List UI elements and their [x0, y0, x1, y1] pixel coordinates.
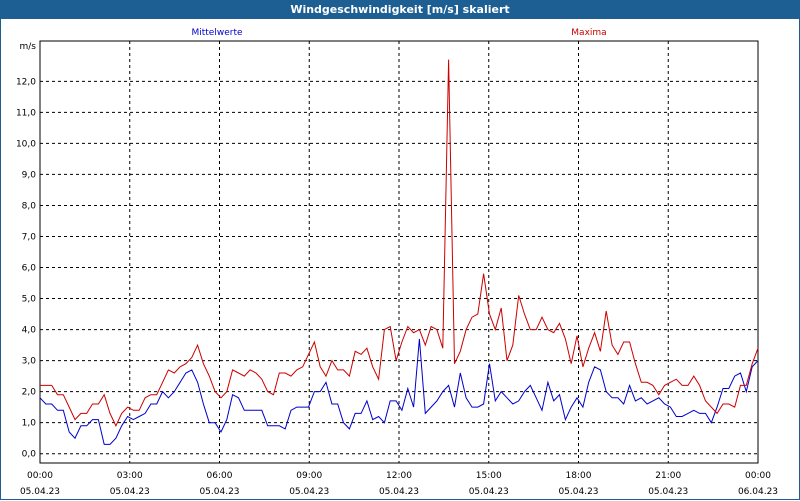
x-tick-date: 05.04.23 — [469, 487, 509, 497]
x-tick-time: 15:00 — [476, 471, 502, 481]
x-tick-time: 06:00 — [207, 471, 233, 481]
y-tick-label: 12,0 — [16, 77, 36, 87]
x-tick-time: 21:00 — [655, 471, 681, 481]
mittelwerte-line — [39, 338, 759, 445]
y-tick-label: 7,0 — [22, 232, 37, 242]
x-tick-date: 05.04.23 — [648, 487, 688, 497]
x-tick-date: 05.04.23 — [20, 487, 60, 497]
y-tick-label: 8,0 — [22, 201, 37, 211]
y-tick-label: 2,0 — [22, 388, 37, 398]
y-tick-label: 9,0 — [22, 170, 37, 180]
x-tick-date: 05.04.23 — [289, 487, 329, 497]
x-tick-date: 06.04.23 — [738, 487, 778, 497]
y-tick-label: 3,0 — [22, 357, 37, 367]
x-tick-date: 05.04.23 — [558, 487, 598, 497]
y-tick-label: 0,0 — [22, 450, 37, 460]
x-tick-date: 05.04.23 — [199, 487, 239, 497]
maxima-line — [40, 59, 759, 427]
x-tick-time: 00:00 — [745, 471, 771, 481]
y-tick-label: 5,0 — [22, 295, 37, 305]
y-tick-label: 1,0 — [22, 419, 37, 429]
x-tick-date: 05.04.23 — [110, 487, 150, 497]
y-tick-label: 10,0 — [16, 139, 36, 149]
x-tick-time: 03:00 — [117, 471, 143, 481]
y-tick-label: 11,0 — [16, 108, 36, 118]
window-title: Windgeschwindigkeit [m/s] skaliert — [1, 1, 799, 19]
x-tick-date: 05.04.23 — [379, 487, 419, 497]
legend-maxima: Maxima — [571, 28, 606, 38]
legend-mittelwerte: Mittelwerte — [191, 28, 242, 38]
y-tick-label: 4,0 — [22, 326, 37, 336]
y-axis-label: m/s — [20, 42, 37, 52]
x-tick-time: 18:00 — [566, 471, 592, 481]
x-tick-time: 00:00 — [27, 471, 53, 481]
x-tick-time: 09:00 — [296, 471, 322, 481]
x-tick-time: 12:00 — [386, 471, 412, 481]
y-tick-label: 6,0 — [22, 264, 37, 274]
